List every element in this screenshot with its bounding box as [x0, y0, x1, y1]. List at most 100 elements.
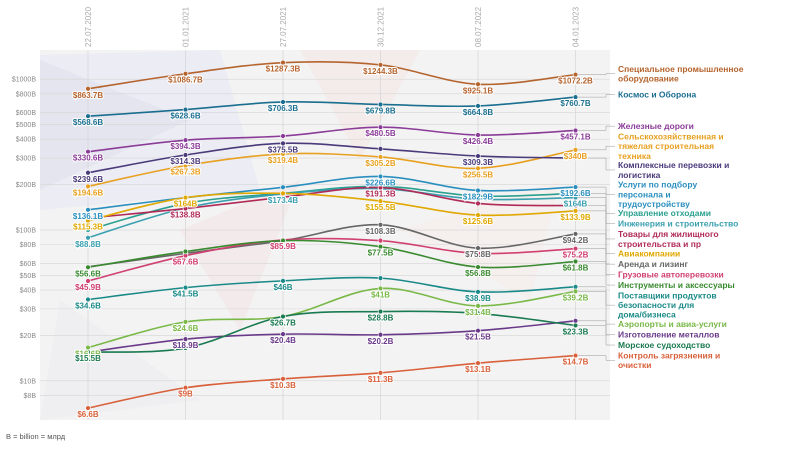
data-label-1-2: $706.3B [268, 104, 298, 113]
data-point-5-4 [475, 187, 481, 194]
series-line-7 [87, 187, 576, 239]
y-axis: $1000B $800B $600B $500B $400B $300B $200B $100… [12, 77, 36, 400]
data-label-10-3: $108.3B [365, 227, 395, 236]
data-point-13-5 [572, 284, 579, 290]
y-tick-label: $800B [16, 91, 37, 98]
series-line-3 [87, 149, 576, 188]
data-point-15-3 [377, 332, 384, 338]
data-point-13-2 [280, 278, 286, 284]
legend-item-5: Услуги по подбору персонала и трудоустройс… [618, 180, 697, 209]
data-point-11-3 [377, 237, 384, 244]
series-line-17 [87, 354, 576, 409]
y-tick-label: $1000B [12, 77, 36, 84]
data-point-15-2 [280, 331, 286, 337]
legend-connector-14 [575, 291, 615, 325]
data-label-2-4: $426.4B [463, 137, 493, 146]
series-line-13 [87, 276, 576, 301]
data-point-0-0 [85, 86, 91, 92]
data-point-11-5 [572, 245, 579, 252]
data-label-16-5: $23.3B [563, 327, 589, 336]
data-label-15-2: $20.4B [270, 336, 296, 345]
series-line-0 [87, 60, 576, 90]
data-point-6-0 [85, 227, 91, 233]
x-tick-label: 08.07.2022 [474, 6, 483, 47]
data-label-12-3: $77.5B [368, 249, 394, 258]
data-point-5-2 [280, 184, 286, 190]
legend-item-15: Изготовление металлов [618, 330, 719, 340]
data-labels: $863.7B $1086.7B $1287.3B $1244.3B $925.1B $1… [72, 64, 594, 420]
data-point-3-4 [475, 165, 481, 172]
legend-item-10: Аренда и лизинг [618, 259, 688, 269]
y-tick-label: $40B [20, 288, 37, 295]
data-point-17-2 [280, 376, 286, 382]
data-label-0-1: $1086.7B [168, 76, 203, 85]
data-label-14-1: $24.6B [173, 324, 199, 333]
data-point-16-3 [377, 308, 384, 315]
data-point-12-5 [572, 258, 579, 265]
data-point-0-2 [280, 59, 286, 66]
y-tick-label: $20B [20, 333, 37, 340]
legend-item-6: Управление отходами [618, 208, 711, 218]
data-point-9-3 [377, 198, 384, 204]
data-point-10-5 [572, 231, 579, 237]
y-tick-label: $600B [16, 110, 37, 117]
data-label-4-2: $375.5B [268, 145, 298, 154]
data-point-2-5 [572, 127, 579, 134]
data-label-2-3: $480.5B [365, 129, 395, 138]
data-label-3-5: $340B [564, 152, 588, 161]
legend-item-8: Товары для жилищного строительства и пр [618, 229, 719, 249]
y-tick-label: $300B [16, 156, 37, 163]
data-point-3-3 [377, 154, 384, 160]
data-label-12-0: $56.6B [75, 269, 101, 278]
data-point-10-3 [377, 222, 384, 228]
y-tick-label: $60B [20, 261, 37, 268]
data-point-17-4 [475, 360, 481, 366]
data-point-4-1 [182, 152, 189, 158]
data-label-10-4: $75.8B [465, 250, 491, 259]
legend-item-4: Комплексные перевозки и логистика [618, 160, 729, 180]
data-label-9-1: $164B [174, 200, 198, 209]
data-point-16-5 [572, 322, 579, 329]
data-label-15-3: $20.2B [368, 337, 394, 346]
data-point-5-0 [85, 207, 91, 213]
data-point-9-1 [182, 194, 189, 201]
data-point-0-1 [182, 71, 189, 77]
data-point-2-1 [182, 137, 189, 143]
data-point-3-2 [280, 151, 286, 157]
legend-item-7: Инженерия и строительство [618, 219, 738, 229]
data-label-17-5: $14.7B [563, 358, 589, 367]
legend-connector-0 [575, 73, 615, 75]
data-point-15-5 [572, 318, 579, 324]
series-line-14 [87, 287, 576, 349]
data-label-17-3: $11.3B [368, 375, 394, 384]
y-tick-label: $500B [16, 122, 37, 129]
data-label-17-4: $13.1B [465, 365, 491, 374]
data-point-16-4 [475, 310, 481, 317]
data-label-1-1: $628.6B [170, 112, 200, 121]
x-axis: 22.07.2020 01.01.2021 27.07.2021 30.12.2021… [84, 6, 581, 47]
data-point-9-5 [572, 208, 579, 214]
data-label-3-3: $305.2B [365, 159, 395, 168]
data-label-13-0: $34.6B [75, 302, 101, 311]
data-label-4-1: $314.3B [170, 157, 200, 166]
data-point-1-4 [475, 103, 481, 109]
y-tick-label: $200B [16, 182, 37, 189]
data-point-8-3 [377, 184, 384, 191]
data-label-17-2: $10.3B [270, 381, 296, 390]
data-point-2-3 [377, 124, 384, 130]
data-label-14-5: $39.2B [563, 293, 589, 302]
data-label-16-3: $28.8B [368, 314, 394, 323]
data-point-4-2 [280, 140, 286, 147]
data-label-3-1: $267.3B [170, 168, 200, 177]
legend-connector-16 [575, 325, 615, 346]
data-point-0-4 [475, 81, 481, 87]
y-tick-label: $10B [20, 378, 37, 385]
data-point-12-4 [475, 264, 481, 270]
data-label-1-0: $568.6B [73, 118, 103, 127]
data-point-13-3 [377, 275, 384, 281]
data-point-12-3 [377, 244, 384, 250]
data-label-1-4: $664.8B [463, 108, 493, 117]
data-label-14-0: $16.6B [75, 350, 101, 359]
legend-connector-1 [575, 94, 615, 98]
